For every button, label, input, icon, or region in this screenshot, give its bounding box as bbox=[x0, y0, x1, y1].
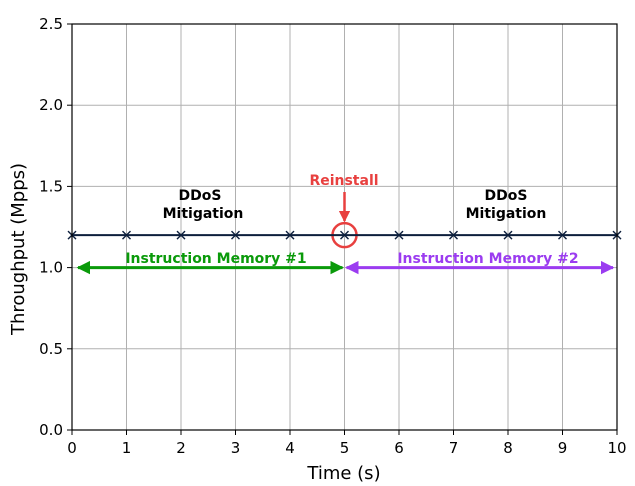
plot-frame bbox=[71, 23, 618, 431]
marker-stroke bbox=[449, 230, 458, 240]
reinstall-label: Reinstall bbox=[309, 173, 378, 189]
x-tick-label: 1 bbox=[122, 439, 132, 457]
x-tick-label: 8 bbox=[503, 439, 513, 457]
memory2-label: Instruction Memory #2 bbox=[397, 251, 578, 267]
y-tick-label: 0.5 bbox=[39, 340, 63, 358]
x-tick-label: 2 bbox=[176, 439, 186, 457]
axes: Time (s) Throughput (Mpps) 0 1 2 3 4 5 6 7 8 9 10 0… bbox=[8, 15, 627, 484]
y-tick-label: 1.0 bbox=[39, 259, 63, 277]
annotations: DDoS Mitigation DDoS Mitigation Reinstal… bbox=[76, 173, 615, 275]
x-tick-label: 4 bbox=[285, 439, 295, 457]
marker-stroke bbox=[122, 230, 131, 240]
x-tick-label: 5 bbox=[340, 439, 350, 457]
x-tick-label: 9 bbox=[558, 439, 568, 457]
phase1-label-line2: Mitigation bbox=[163, 206, 244, 222]
phase2-label-line1: DDoS bbox=[485, 188, 528, 204]
phase2-label-line2: Mitigation bbox=[466, 206, 547, 222]
y-tick-label: 2.0 bbox=[39, 96, 63, 114]
data-point bbox=[122, 230, 131, 240]
y-tick-label: 0.0 bbox=[39, 421, 63, 439]
x-tick-label: 0 bbox=[67, 439, 77, 457]
y-tick-label: 2.5 bbox=[39, 15, 63, 33]
x-tick-label: 7 bbox=[449, 439, 459, 457]
data-point bbox=[558, 230, 567, 240]
data-point bbox=[449, 230, 458, 240]
marker-stroke bbox=[503, 230, 513, 240]
marker-stroke bbox=[285, 230, 295, 240]
marker-stroke bbox=[176, 230, 186, 240]
data-point bbox=[340, 230, 349, 240]
grid bbox=[71, 23, 618, 431]
marker-stroke bbox=[340, 230, 349, 240]
marker-stroke bbox=[558, 230, 567, 240]
data-point bbox=[503, 230, 513, 240]
phase1-label-line1: DDoS bbox=[179, 188, 222, 204]
data-point bbox=[394, 230, 404, 240]
x-tick-label: 10 bbox=[607, 439, 626, 457]
x-tick-label: 6 bbox=[394, 439, 404, 457]
y-tick-label: 1.5 bbox=[39, 177, 63, 195]
marker-stroke bbox=[394, 230, 404, 240]
memory1-label: Instruction Memory #1 bbox=[125, 251, 306, 267]
data-point bbox=[231, 230, 240, 240]
y-axis-title: Throughput (Mpps) bbox=[8, 163, 29, 336]
marker-stroke bbox=[231, 230, 240, 240]
x-tick-label: 3 bbox=[231, 439, 241, 457]
x-axis-title: Time (s) bbox=[306, 463, 380, 484]
data-point bbox=[285, 230, 295, 240]
data-point bbox=[176, 230, 186, 240]
